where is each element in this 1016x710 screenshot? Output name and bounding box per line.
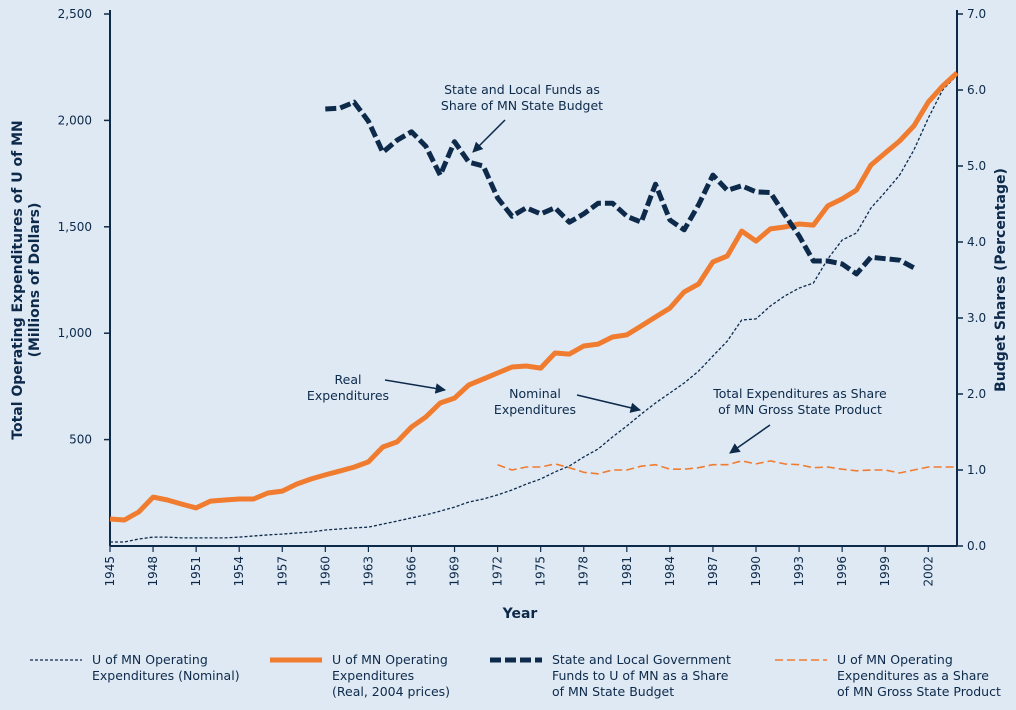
y-tick-label: 1,500	[58, 220, 92, 234]
x-axis-label: Year	[502, 606, 538, 622]
y2-tick-label: 1.0	[967, 463, 986, 477]
annotation-arrow	[384, 379, 447, 394]
annotation-arrow	[729, 424, 771, 454]
legend-label: U of MN Operating Expenditures as a Shar…	[837, 652, 1001, 699]
annotation-arrow	[576, 394, 642, 413]
x-tick-label: 1975	[534, 556, 548, 587]
series-line	[325, 99, 916, 277]
y2-tick-label: 3.0	[967, 311, 986, 325]
legend-label: U of MN Operating Expenditures (Nominal)	[92, 652, 240, 683]
y-tick-label: 500	[69, 433, 92, 447]
x-tick-label: 1948	[146, 556, 160, 587]
x-tick-label: 1945	[103, 556, 117, 587]
y-axis-label: Total Operating Expenditures of U of MN(…	[10, 120, 43, 439]
legend-item: U of MN Operating Expenditures (Nominal)	[30, 652, 240, 684]
y2-tick-label: 5.0	[967, 159, 986, 173]
legend-swatch	[775, 659, 827, 661]
y-tick-label: 1,000	[58, 326, 92, 340]
legend-item: U of MN Operating Expenditures (Real, 20…	[270, 652, 450, 700]
series-line	[109, 71, 959, 523]
x-tick-label: 1969	[448, 556, 462, 587]
annotation-arrow	[472, 119, 506, 153]
x-tick-label: 1972	[491, 556, 505, 587]
x-tick-label: 1978	[577, 556, 591, 587]
y2-tick-label: 2.0	[967, 387, 986, 401]
x-tick-label: 1990	[749, 556, 763, 587]
x-tick-label: 1984	[663, 556, 677, 587]
series-line	[110, 74, 958, 543]
legend-label: State and Local Government Funds to U of…	[552, 652, 731, 699]
annotation: Real Expenditures	[306, 372, 390, 403]
x-tick-label: 1963	[361, 556, 375, 587]
x-tick-label: 1981	[620, 556, 634, 587]
y2-tick-label: 6.0	[967, 83, 986, 97]
x-tick-label: 1957	[275, 556, 289, 587]
annotation: Total Expenditures as Share of MN Gross …	[713, 386, 887, 417]
x-tick-label: 2002	[921, 556, 935, 587]
y-tick-label: 2,000	[58, 113, 92, 127]
legend-label: U of MN Operating Expenditures (Real, 20…	[332, 652, 451, 699]
legend-swatch	[270, 657, 322, 663]
x-tick-label: 1987	[706, 556, 720, 587]
chart: Year Budget Shares (Percentage) Total Op…	[10, 7, 1009, 622]
x-tick-label: 1966	[404, 556, 418, 587]
x-tick-label: 1951	[189, 556, 203, 587]
annotation: State and Local Funds as Share of MN Sta…	[440, 82, 604, 113]
legend-swatch	[490, 657, 542, 663]
legend-item: State and Local Government Funds to U of…	[490, 652, 731, 700]
y-tick-label: 2,500	[58, 7, 92, 21]
y2-tick-label: 4.0	[967, 235, 986, 249]
legend-item: U of MN Operating Expenditures as a Shar…	[775, 652, 1001, 700]
y2-axis-label: Budget Shares (Percentage)	[993, 168, 1009, 392]
x-tick-label: 1996	[835, 556, 849, 587]
series-line	[497, 460, 957, 475]
x-tick-label: 1954	[232, 556, 246, 587]
x-tick-label: 1993	[792, 556, 806, 587]
x-tick-label: 1960	[318, 556, 332, 587]
legend-swatch	[30, 659, 82, 661]
x-tick-label: 1999	[878, 556, 892, 587]
annotation: Nominal Expenditures	[493, 386, 577, 417]
y2-tick-label: 0.0	[967, 539, 986, 553]
y2-tick-label: 7.0	[967, 7, 986, 21]
